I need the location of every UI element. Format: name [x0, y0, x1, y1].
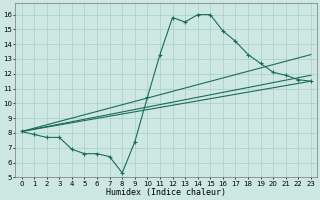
- X-axis label: Humidex (Indice chaleur): Humidex (Indice chaleur): [106, 188, 226, 197]
